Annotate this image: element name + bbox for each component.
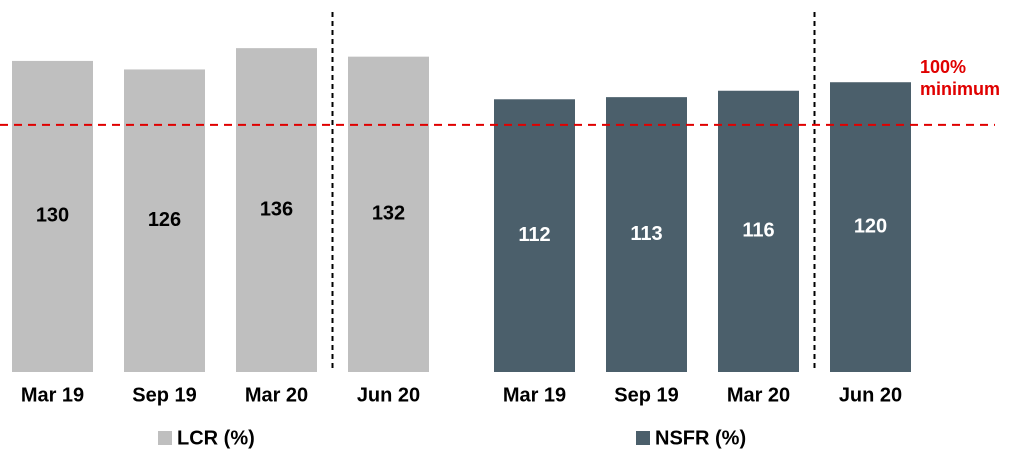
legend-label: LCR (%): [177, 427, 255, 449]
bar: [348, 56, 429, 373]
x-tick-label: Sep 19: [132, 384, 196, 406]
bar: [718, 90, 799, 372]
bar: [494, 99, 575, 372]
x-tick-label: Mar 19: [503, 384, 566, 406]
value-label: 120: [854, 215, 887, 237]
value-label: 136: [260, 198, 293, 220]
x-tick-label: Mar 19: [21, 384, 84, 406]
legend-label: NSFR (%): [655, 427, 746, 449]
x-tick-label: Sep 19: [614, 384, 678, 406]
value-label: 113: [630, 223, 662, 245]
bar: [236, 48, 317, 373]
value-label: 112: [518, 224, 550, 246]
legend-swatch: [636, 431, 650, 445]
value-label: 132: [372, 203, 405, 225]
value-label: 126: [148, 209, 181, 231]
bar: [12, 60, 93, 372]
value-label: 116: [742, 220, 774, 242]
x-tick-label: Mar 20: [727, 384, 790, 406]
bar: [830, 82, 911, 373]
bar: [124, 69, 205, 373]
reference-label: 100%: [920, 57, 966, 77]
value-label: 130: [36, 205, 69, 227]
x-tick-label: Jun 20: [357, 384, 420, 406]
legend-swatch: [158, 431, 172, 445]
reference-note: minimum: [920, 79, 1000, 99]
x-tick-label: Mar 20: [245, 384, 308, 406]
x-tick-label: Jun 20: [839, 384, 902, 406]
bar: [606, 97, 687, 373]
